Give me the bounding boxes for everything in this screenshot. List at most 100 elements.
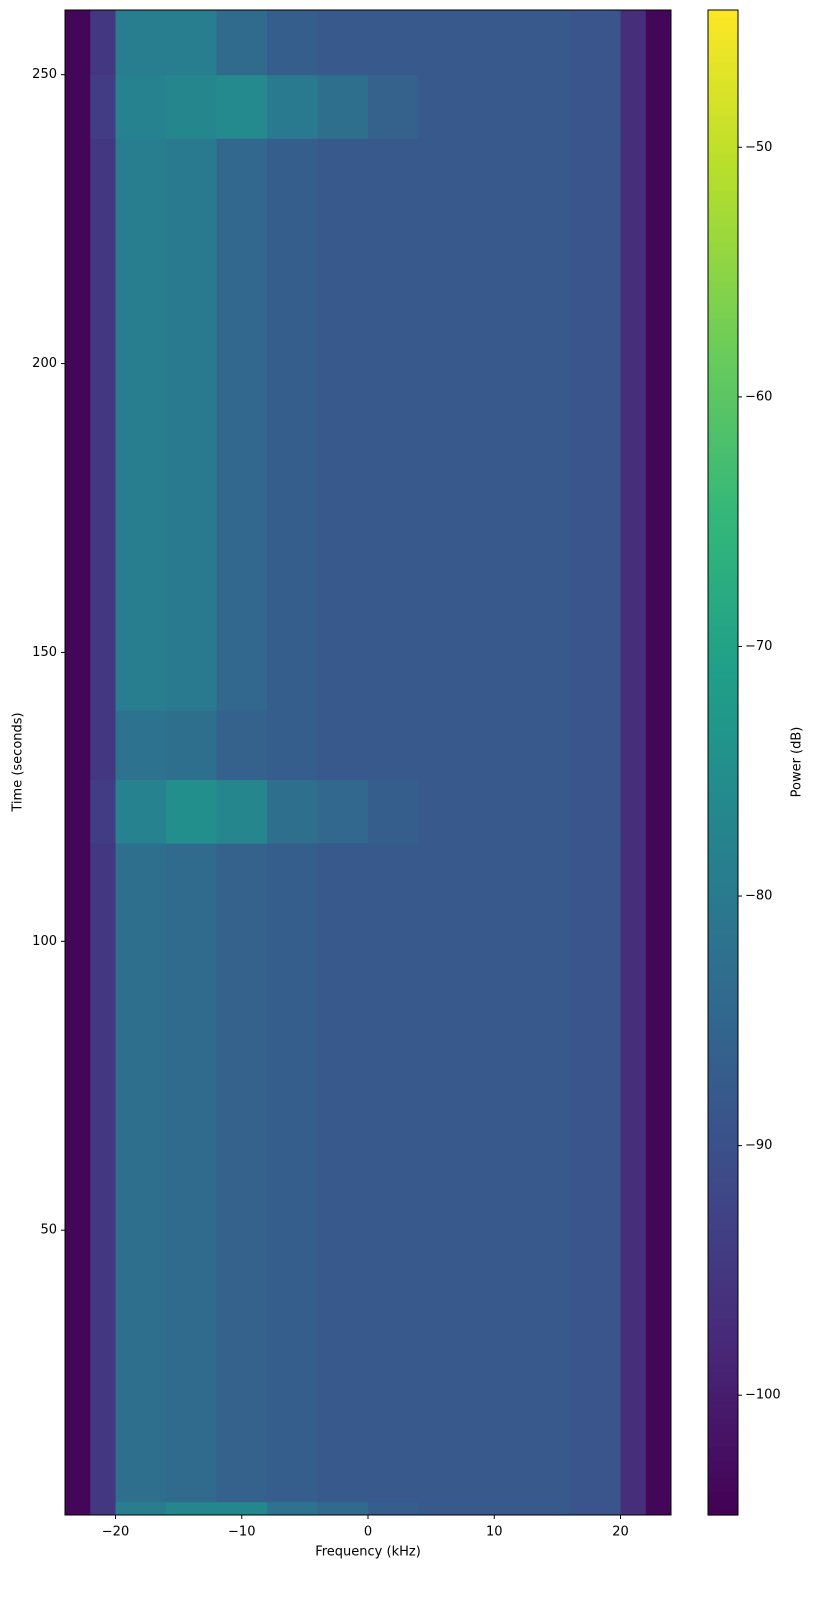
x-tick-label: −20 [102,1525,129,1540]
colorbar-strip [708,265,738,274]
colorbar-strip [708,348,738,357]
colorbar-label: Power (dB) [790,727,805,798]
cell [519,843,571,1503]
colorbar-strip [708,792,738,801]
cell [620,1501,647,1516]
colorbar-strip [708,1289,738,1298]
colorbar-strip [708,995,738,1004]
colorbar-strip [708,175,738,184]
cell [267,710,318,781]
cell [267,1501,318,1516]
colorbar-tick-label: −80 [745,889,772,904]
colorbar-strip [708,1251,738,1260]
colorbar-strip [708,235,738,244]
colorbar-strip [708,581,738,591]
colorbar-tick-label: −70 [745,639,772,654]
cell [90,10,116,76]
colorbar-strip [708,92,738,101]
colorbar-strip [708,371,738,380]
colorbar-strip [708,416,738,425]
colorbar-strip [708,258,738,267]
colorbar-strip [708,1168,738,1177]
y-tick-label: 50 [40,1223,57,1238]
colorbar-strip [708,687,738,696]
cell [620,74,647,139]
colorbar-strip [708,551,738,560]
cell [317,74,369,139]
colorbar-strip [708,1364,738,1373]
colorbar-strip [708,1447,738,1456]
colorbar-strip [708,875,738,884]
cell [469,779,520,844]
colorbar-strip [708,303,738,312]
colorbar-strip [708,529,738,538]
colorbar-strip [708,1469,738,1478]
colorbar-strip [708,1304,738,1313]
cell [317,10,369,76]
y-axis-label: Time (seconds) [11,712,26,812]
colorbar-strip [708,1214,738,1223]
colorbar-strip [708,341,738,350]
cell [368,779,419,844]
cell [317,779,369,844]
colorbar-strip [708,664,738,673]
cell [645,138,672,711]
cell [115,138,167,711]
colorbar-strip [708,589,738,598]
cell [570,843,621,1503]
colorbar-strip [708,566,738,575]
colorbar-strip [708,1033,738,1042]
cell [166,1501,217,1516]
colorbar-strip [708,709,738,718]
colorbar-strip [708,1296,738,1305]
colorbar-strip [708,356,738,365]
colorbar-strip [708,882,738,892]
cell [216,138,268,711]
cell [267,138,318,711]
colorbar-strip [708,770,738,779]
cell [418,843,470,1503]
y-tick-label: 250 [32,67,57,82]
cell [65,710,91,781]
colorbar-strip [708,40,738,49]
colorbar-strip [708,890,738,899]
colorbar-strip [708,1055,738,1065]
colorbar-strip [708,461,738,470]
colorbar-strip [708,1010,738,1019]
colorbar-strip [708,1138,738,1147]
colorbar-strip [708,77,738,86]
colorbar-strip [708,777,738,786]
colorbar-strip [708,1326,738,1335]
cell [645,10,672,76]
cell [519,138,571,711]
cell [115,710,167,781]
cell [166,843,217,1503]
x-axis-label: Frequency (kHz) [315,1545,421,1560]
cell [620,710,647,781]
cell [317,1501,369,1516]
colorbar-strip [708,852,738,861]
cell [519,1501,571,1516]
colorbar-strip [708,137,738,147]
cell [469,74,520,139]
cell [418,138,470,711]
colorbar-strip [708,521,738,530]
cell [418,779,470,844]
cell [166,779,217,844]
cell [115,779,167,844]
cell [267,74,318,139]
colorbar-strip [708,198,738,207]
colorbar-strip [708,205,738,214]
cell [216,710,268,781]
cell [620,10,647,76]
colorbar-strip [708,1229,738,1238]
colorbar-strip [708,1048,738,1057]
colorbar-strip [708,860,738,869]
colorbar-strip [708,423,738,432]
colorbar-strip [708,506,738,515]
colorbar-strip [708,958,738,967]
cell [620,138,647,711]
colorbar-strip [708,476,738,485]
colorbar-strip [708,1116,738,1125]
colorbar-strip [708,311,738,320]
